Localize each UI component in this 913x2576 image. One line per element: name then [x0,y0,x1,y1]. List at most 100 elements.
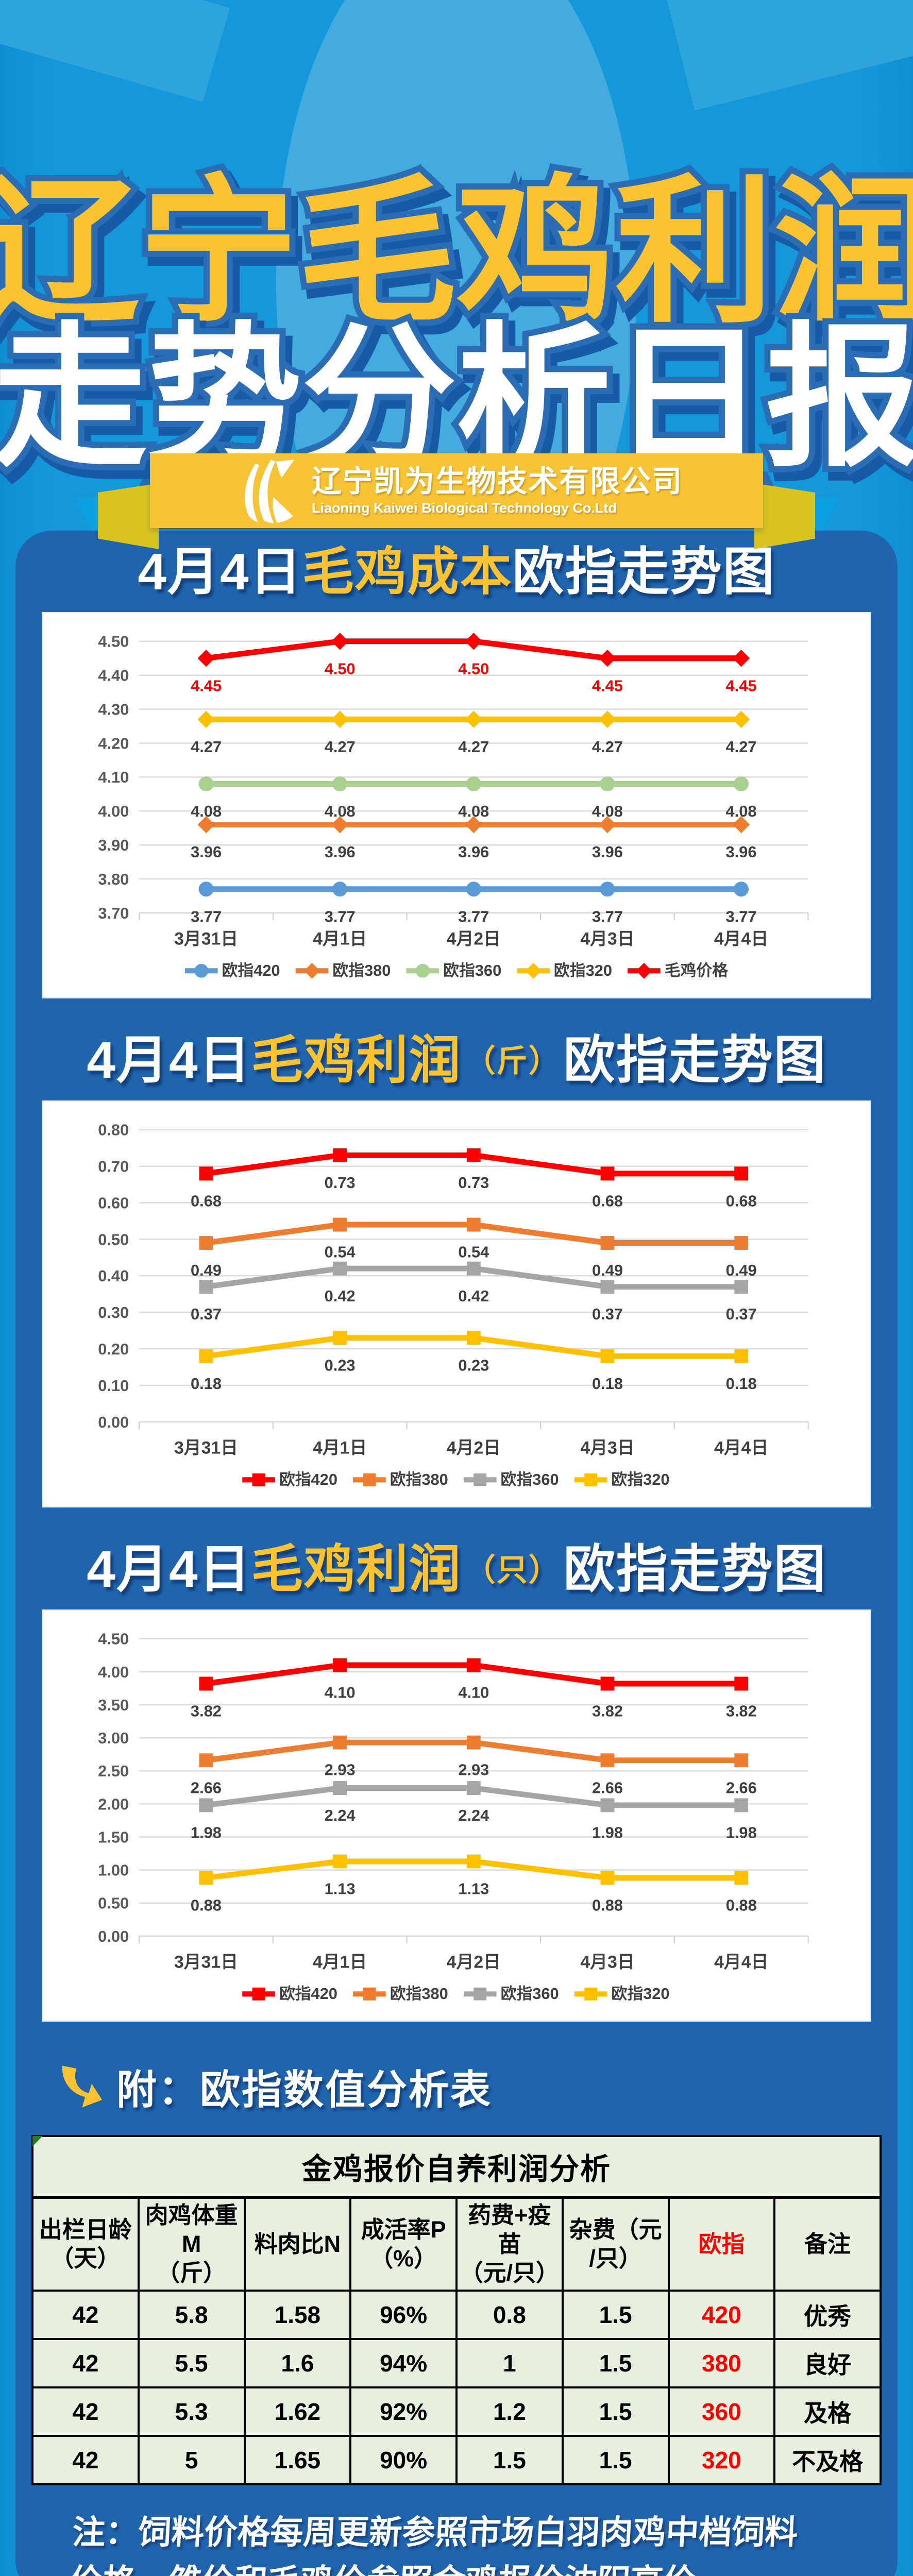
chart-section-profit-jin: 4月4日毛鸡利润 （斤）欧指走势图 0.00 0.10 0.20 0.30 0.40 0.5… [15,1029,898,1507]
x-axis-label: 4月2日 [447,1438,501,1458]
x-axis-label: 4月3日 [580,1953,634,1972]
y-axis-label: 0.20 [98,1340,129,1358]
table-cell: 1.6 [243,2338,352,2388]
analysis-section-title: 附：欧指数值分析表 [116,2067,493,2112]
table-header-cell: 备注 [773,2196,882,2292]
analysis-table: 金鸡报价自养利润分析 出栏日龄 （天） 肉鸡体重M （斤） 料肉比N 成活率P （%）… [31,2135,882,2485]
legend-item: 欧指360 [406,961,501,979]
poster-title-line1: 辽宁毛鸡利润 [0,164,913,341]
y-axis-label: 2.00 [98,1795,129,1813]
table-cell: 380 [667,2338,776,2388]
data-label: 0.18 [726,1375,757,1393]
x-axis-label: 4月4日 [714,1438,768,1458]
main-panel: 4月4日毛鸡成本欧指走势图 3.70 3.80 3.90 4.00 4.10 4.20 4.… [15,531,898,2576]
data-label: 0.18 [592,1375,623,1393]
data-label: 0.68 [592,1192,623,1210]
svg-text:欧指380: 欧指380 [390,1470,448,1488]
data-label: 0.37 [592,1305,623,1323]
data-label: 4.45 [726,676,757,694]
legend-item: 欧指320 [517,961,612,979]
data-label: 4.08 [458,802,489,820]
title-suffix: 欧指走势图 [512,543,775,601]
x-axis-label: 4月2日 [447,1953,501,1972]
profit-zhi-chart-title: 4月4日毛鸡利润 （只）欧指走势图 [15,1538,898,1600]
title-highlight: 毛鸡成本 [302,543,513,601]
x-axis-label: 4月1日 [313,1953,367,1972]
data-label: 4.08 [325,802,356,820]
title-highlight: 毛鸡利润 [251,1031,462,1089]
y-axis-label: 0.50 [98,1230,129,1248]
data-label: 0.68 [726,1192,757,1210]
data-label: 3.96 [191,843,222,861]
table-cell: 420 [667,2290,776,2340]
svg-text:毛鸡价格: 毛鸡价格 [665,961,729,979]
data-label: 3.82 [191,1702,222,1720]
table-cell: 94% [349,2338,458,2388]
data-label: 0.88 [191,1896,222,1914]
table-title: 金鸡报价自养利润分析 [31,2135,882,2199]
table-cell: 1.2 [455,2386,564,2437]
x-axis-label: 4月4日 [714,1953,768,1972]
poster-title-line1-shadow: 辽宁毛鸡利润 [0,172,913,349]
data-label: 2.24 [458,1806,489,1824]
table-cell: 42 [31,2338,140,2388]
data-label: 4.08 [191,802,222,820]
y-axis-label: 1.50 [98,1828,129,1846]
data-label: 0.73 [325,1174,356,1192]
y-axis-label: 3.70 [98,904,129,922]
legend-item: 欧指320 [574,1470,670,1488]
data-label: 0.37 [191,1305,222,1323]
data-label: 0.88 [726,1896,757,1914]
y-axis-label: 3.00 [98,1729,129,1747]
table-cell: 良好 [773,2338,882,2388]
x-axis-label: 3月31日 [174,1438,238,1458]
svg-text:欧指380: 欧指380 [332,961,391,979]
company-name-cn: 辽宁凯为生物技术有限公司 [311,464,683,498]
data-label: 3.96 [458,843,489,861]
y-axis-label: 3.90 [98,836,129,854]
svg-text:欧指380: 欧指380 [390,1985,448,2003]
y-axis-label: 4.00 [98,802,129,820]
x-axis-label: 3月31日 [174,1953,238,1972]
table-cell: 1 [455,2338,564,2388]
data-label: 2.66 [191,1778,222,1797]
y-axis-label: 2.50 [98,1762,129,1780]
title-unit: （斤） [464,1044,561,1078]
legend-item: 欧指420 [184,961,280,979]
table-cell: 不及格 [773,2435,882,2485]
data-label: 2.66 [592,1778,623,1797]
data-label: 4.45 [592,676,623,694]
x-axis-label: 4月1日 [313,929,367,949]
company-banner: 辽宁凯为生物技术有限公司 Liaoning Kaiwei Biological … [150,453,763,528]
data-label: 4.45 [191,676,222,694]
data-label: 0.54 [458,1243,489,1261]
y-axis-label: 4.00 [98,1663,129,1681]
table-cell: 1.65 [243,2435,352,2485]
data-label: 4.27 [592,738,623,756]
legend-item: 欧指420 [242,1470,337,1488]
legend-item: 欧指380 [353,1985,448,2003]
title-suffix: 欧指走势图 [563,1031,826,1089]
svg-text:欧指320: 欧指320 [554,961,612,979]
data-label: 3.77 [325,907,356,925]
profit-jin-trend-chart: 0.00 0.10 0.20 0.30 0.40 0.50 0.60 0.70 0.80 3月31… [98,1121,809,1488]
data-label: 3.77 [191,907,222,925]
data-label: 0.73 [458,1174,489,1192]
svg-text:欧指360: 欧指360 [501,1985,559,2003]
y-axis-label: 0.30 [98,1303,129,1321]
profit-jin-chart-title: 4月4日毛鸡利润 （斤）欧指走势图 [15,1029,898,1091]
table-cell: 42 [31,2386,140,2437]
data-label: 3.82 [592,1702,623,1720]
title-date: 4月4日 [87,1540,251,1598]
table-cell: 1.5 [455,2435,564,2485]
table-header-cell: 欧指 [667,2196,776,2292]
data-label: 1.13 [325,1880,356,1898]
table-title-row: 金鸡报价自养利润分析 [31,2135,882,2199]
ribbon-fold-left [98,483,159,549]
table-cell: 96% [349,2290,458,2340]
title-unit: （只） [464,1553,561,1587]
legend-item: 欧指420 [242,1985,337,2003]
data-label: 4.10 [325,1684,356,1702]
data-label: 4.08 [726,802,757,820]
table-cell: 5.5 [137,2338,246,2388]
